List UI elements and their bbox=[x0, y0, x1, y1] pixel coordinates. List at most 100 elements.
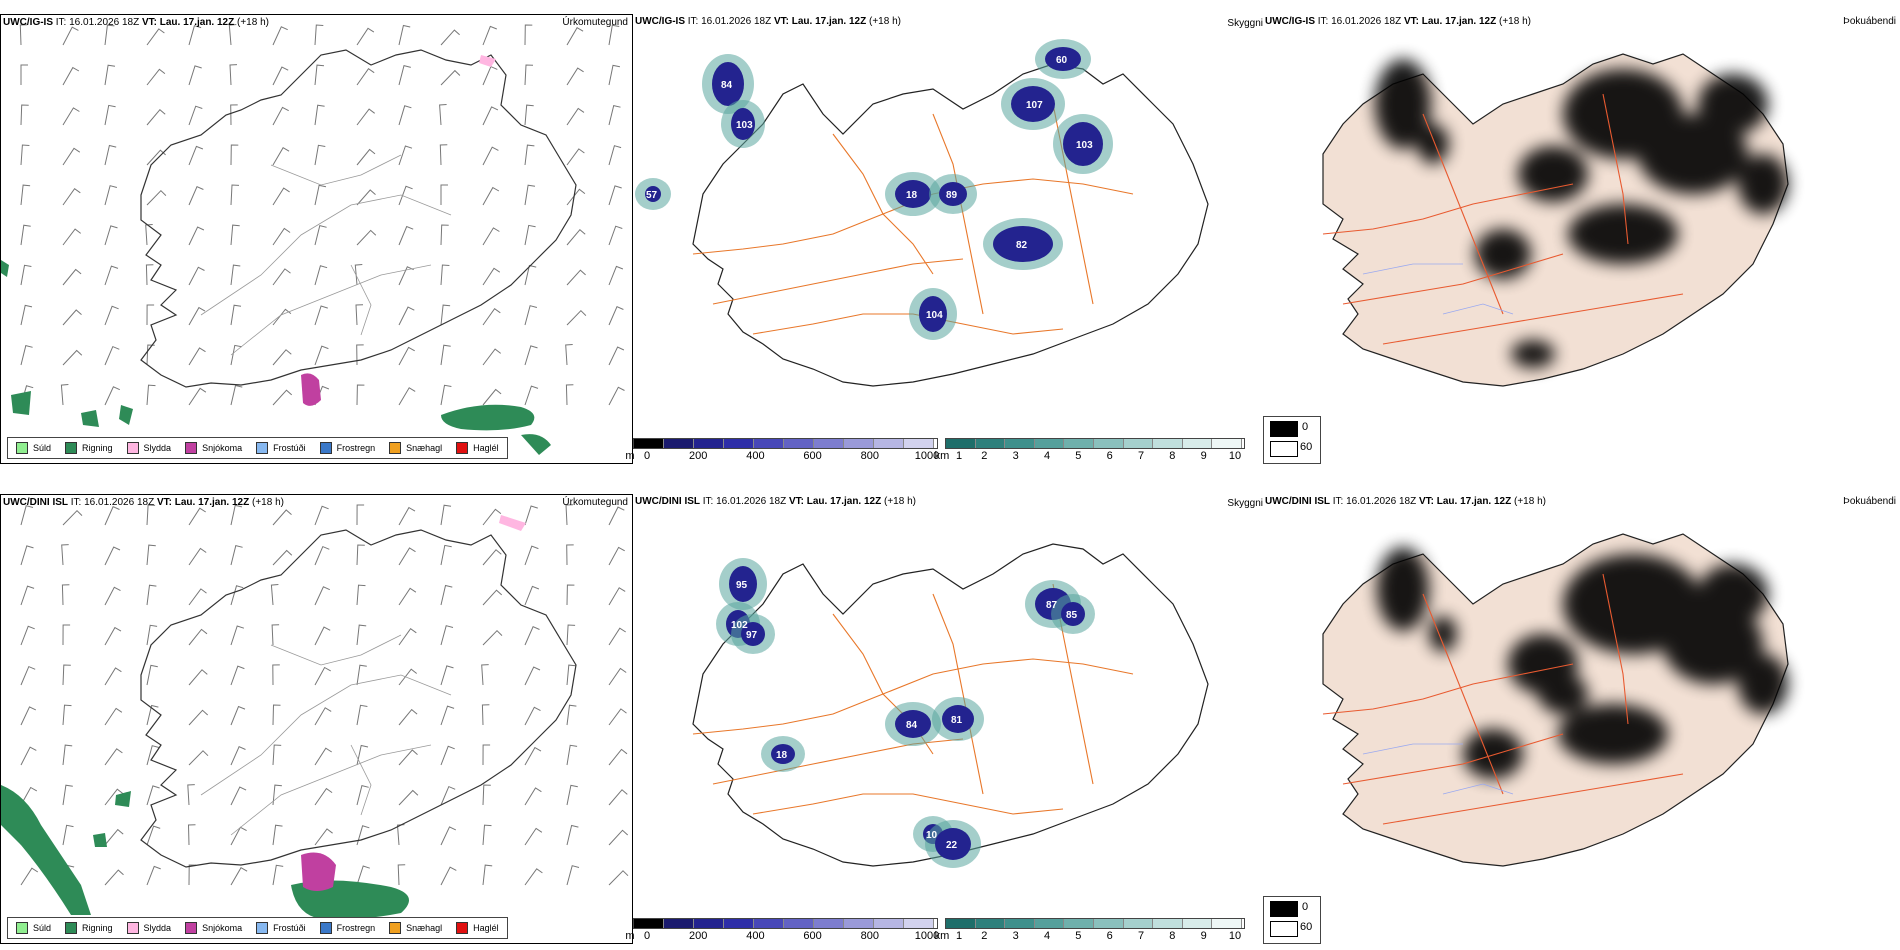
legend-item-snaehagl: Snæhagl bbox=[389, 922, 442, 934]
colorbar-tick-label: 1000 bbox=[914, 930, 940, 942]
wind-barb-icon bbox=[524, 305, 538, 326]
low-cloud-area bbox=[942, 705, 974, 733]
precip-legend-top: Súld Rigning Slydda Snjókoma Frostúði Fr… bbox=[7, 437, 508, 459]
wind-barb-icon bbox=[230, 384, 243, 406]
colorbar-tick-label: 2 bbox=[981, 450, 988, 462]
wind-barb-icon bbox=[314, 224, 327, 246]
wind-barb-icon bbox=[356, 664, 367, 686]
wind-barb-icon bbox=[398, 346, 415, 366]
cloud-base-title-bottom: Skyggni bbox=[1227, 498, 1263, 509]
wind-barb-icon bbox=[272, 106, 289, 126]
wind-barb-icon bbox=[20, 545, 34, 566]
wind-barb-icon bbox=[230, 585, 244, 606]
wind-barb-icon bbox=[440, 384, 452, 406]
colorbar-segment bbox=[1093, 439, 1124, 448]
wind-barb-icon bbox=[565, 504, 574, 526]
colorbar-segment bbox=[1123, 919, 1154, 928]
colorbar-segment bbox=[754, 919, 784, 928]
wind-barb-icon bbox=[62, 228, 82, 246]
colorbar-tick-label: 9 bbox=[1200, 450, 1207, 462]
wind-barb-icon bbox=[146, 189, 167, 206]
colorbar-tick-label: 4 bbox=[1043, 930, 1051, 942]
cloud-height-label: 107 bbox=[1026, 100, 1043, 111]
colorbar-unit-km: km bbox=[934, 450, 950, 462]
wind-barb-icon bbox=[62, 188, 81, 206]
wind-barb-icon bbox=[104, 788, 124, 806]
wind-barb-icon bbox=[104, 748, 123, 766]
wind-barb-icon bbox=[314, 505, 329, 526]
fog-legend-top: 0 60 bbox=[1263, 416, 1321, 464]
wind-barb-icon bbox=[272, 227, 291, 246]
wind-barb-icon bbox=[608, 506, 625, 526]
wind-barb-icon bbox=[272, 187, 290, 206]
wind-barb-icon bbox=[398, 387, 416, 406]
cloud-height-label: 97 bbox=[746, 630, 758, 641]
low-cloud-area bbox=[895, 180, 931, 208]
wind-barb-icon bbox=[272, 864, 284, 886]
wind-barb-icon bbox=[229, 64, 238, 86]
wind-barb-icon bbox=[314, 666, 331, 686]
colorbar-segment bbox=[1064, 919, 1094, 928]
wind-barb-icon bbox=[356, 825, 370, 846]
colorbar-segment bbox=[664, 439, 694, 448]
wind-barb-icon bbox=[482, 186, 500, 206]
wind-barb-icon bbox=[482, 267, 501, 286]
colorbar-segment bbox=[1034, 439, 1065, 448]
wind-barb-icon bbox=[230, 665, 245, 686]
wind-barb-icon bbox=[62, 704, 72, 726]
wind-barb-icon bbox=[524, 666, 541, 686]
colorbar-tick-label: 5 bbox=[1075, 450, 1082, 462]
wind-barb-icon bbox=[270, 584, 279, 606]
wind-barb-icon bbox=[272, 704, 281, 726]
wind-barb-icon bbox=[524, 827, 543, 846]
wind-barb-icon bbox=[104, 265, 119, 286]
wind-barb-icon bbox=[565, 384, 574, 406]
wind-barb-icon bbox=[566, 67, 584, 86]
wind-barb-icon bbox=[314, 265, 328, 286]
colorbar-tick-label: 7 bbox=[1137, 930, 1145, 942]
colorbar-tick-label: 10 bbox=[1228, 450, 1242, 462]
wind-barb-icon bbox=[62, 664, 71, 686]
wind-barb-icon bbox=[398, 145, 413, 166]
wind-barb-icon bbox=[608, 546, 625, 566]
wind-barb-icon bbox=[608, 145, 622, 166]
wind-barb-icon bbox=[20, 184, 31, 206]
wind-barb-icon bbox=[272, 549, 293, 566]
wind-barb-icon bbox=[146, 28, 165, 46]
legend-item-hagel: Haglél bbox=[456, 442, 499, 454]
wind-barb-icon bbox=[440, 224, 449, 246]
wind-barb-icon bbox=[62, 624, 71, 646]
low-cloud-area bbox=[645, 186, 661, 202]
wind-barb-icon bbox=[104, 64, 116, 86]
wind-barb-icon bbox=[524, 24, 533, 46]
wind-barb-icon bbox=[188, 306, 206, 326]
wind-barb-icon bbox=[104, 506, 120, 526]
wind-barb-icon bbox=[146, 149, 166, 166]
wind-barb-icon bbox=[104, 386, 121, 406]
wind-barb-icon bbox=[314, 787, 333, 806]
wind-barb-icon bbox=[62, 66, 80, 86]
wind-barb-icon bbox=[482, 146, 499, 166]
colorbar-tick-label: 7 bbox=[1137, 450, 1145, 462]
precip-legend-bottom: Súld Rigning Slydda Snjókoma Frostúði Fr… bbox=[7, 917, 508, 939]
wind-barb-icon bbox=[104, 345, 120, 366]
colorbar-segment bbox=[1034, 919, 1065, 928]
wind-barb-icon bbox=[272, 664, 280, 686]
wind-barb-icon bbox=[146, 68, 166, 86]
colorbar-tick-label: 6 bbox=[1106, 450, 1113, 462]
precip-type-map-bottom bbox=[1, 504, 629, 920]
wind-barb-icon bbox=[524, 64, 534, 86]
wind-barb-icon bbox=[524, 264, 537, 286]
wind-barb-icon bbox=[62, 784, 73, 806]
colorbar-segment bbox=[975, 439, 1006, 448]
wind-barb-icon bbox=[146, 504, 156, 526]
colorbar-segment bbox=[844, 439, 874, 448]
cloud-height-label: 87 bbox=[1046, 600, 1058, 611]
colorbar-tick-label: 4 bbox=[1043, 450, 1051, 462]
wind-barb-icon bbox=[398, 306, 415, 326]
wind-barb-icon bbox=[146, 745, 160, 766]
wind-barb-icon bbox=[440, 264, 450, 286]
wind-barb-icon bbox=[608, 627, 626, 646]
wind-barb-icon bbox=[356, 865, 370, 886]
wind-barb-icon bbox=[482, 25, 497, 46]
